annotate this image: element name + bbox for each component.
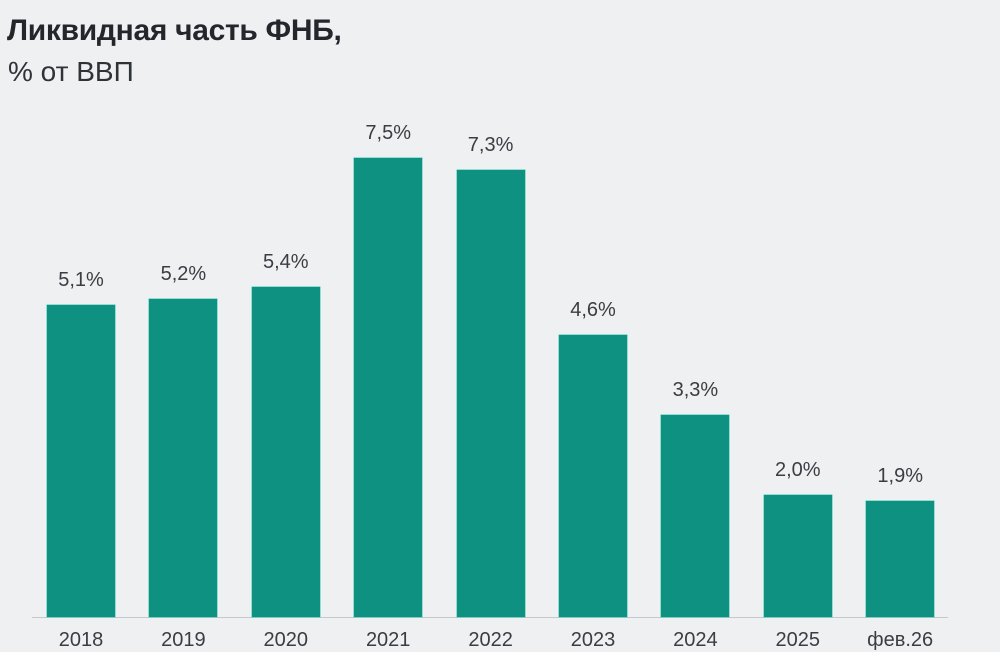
bar-value-label: 2,0% bbox=[775, 458, 821, 481]
chart-subtitle: % от ВВП bbox=[8, 56, 134, 87]
bar-value-label: 1,9% bbox=[877, 464, 923, 487]
bar-value-label: 5,2% bbox=[160, 262, 207, 285]
bar bbox=[559, 335, 627, 617]
x-axis-tick-label: фев.26 bbox=[867, 629, 934, 651]
bar bbox=[866, 500, 935, 617]
bar bbox=[661, 415, 730, 617]
bar-value-label: 5,1% bbox=[58, 268, 104, 291]
bar-value-label: 4,6% bbox=[570, 299, 616, 322]
bar bbox=[354, 158, 423, 617]
x-axis-tick-label: 2020 bbox=[263, 629, 309, 651]
bar-value-label: 7,3% bbox=[467, 134, 514, 157]
x-axis-tick-label: 2024 bbox=[673, 629, 718, 651]
x-axis-tick-label: 2018 bbox=[58, 629, 104, 651]
bar bbox=[149, 298, 218, 617]
bar bbox=[47, 304, 115, 617]
x-axis-tick-label: 2022 bbox=[468, 629, 513, 651]
bar bbox=[251, 286, 320, 617]
x-axis-line bbox=[32, 617, 948, 618]
bar bbox=[456, 170, 525, 617]
chart-title: Ликвидная часть ФНБ, bbox=[7, 14, 342, 47]
x-axis-tick-label: 2019 bbox=[161, 629, 206, 651]
x-axis-tick-label: 2023 bbox=[570, 629, 616, 651]
bar-value-label: 5,4% bbox=[263, 250, 309, 273]
bar bbox=[763, 494, 832, 617]
x-axis-tick-label: 2021 bbox=[365, 629, 411, 651]
bar-value-label: 3,3% bbox=[672, 379, 719, 402]
bar-value-label: 7,5% bbox=[365, 122, 411, 144]
x-axis-tick-label: 2025 bbox=[775, 629, 821, 651]
